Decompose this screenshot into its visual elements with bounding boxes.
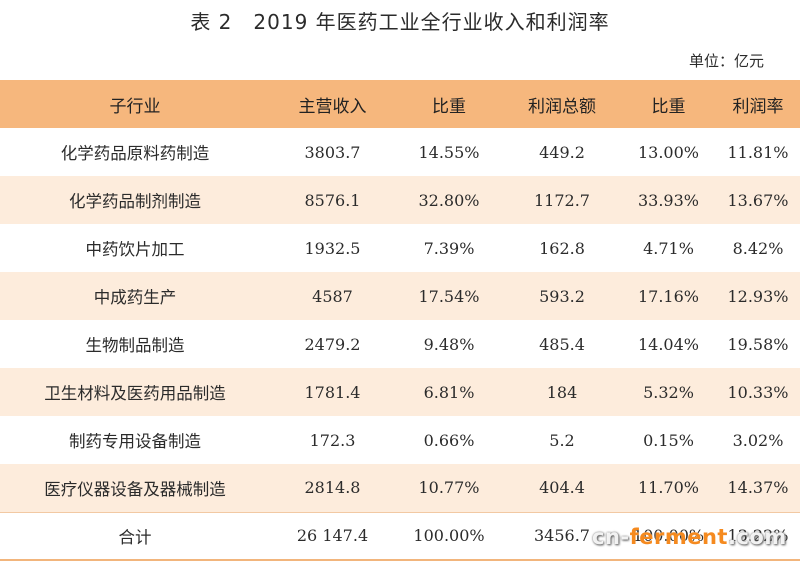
cell-profit-share: 4.71% xyxy=(643,238,694,258)
table-row: 中药饮片加工 1932.5 7.39% 162.8 4.71% 8.42% xyxy=(0,224,800,272)
cell-profit-margin: 19.58% xyxy=(727,334,789,354)
cell-total-revenue-share: 100.00% xyxy=(413,526,485,546)
cell-profit-margin: 14.37% xyxy=(727,478,789,498)
cell-main-revenue: 3803.7 xyxy=(304,142,361,162)
cell-total-label: 合计 xyxy=(118,527,152,547)
cell-sub-industry: 中成药生产 xyxy=(93,288,177,307)
cell-total-main-revenue: 26 147.4 xyxy=(296,526,369,546)
cell-main-revenue: 2814.8 xyxy=(304,478,361,498)
cell-total-profit: 485.4 xyxy=(539,334,585,354)
table-row: 化学药品原料药制造 3803.7 14.55% 449.2 13.00% 11.… xyxy=(0,128,800,176)
cell-profit-share: 0.15% xyxy=(643,430,694,450)
cell-revenue-share: 32.80% xyxy=(418,190,480,210)
cell-total-profit: 184 xyxy=(546,382,578,402)
header-main-revenue: 主营收入 xyxy=(298,96,367,117)
table-row: 生物制品制造 2479.2 9.48% 485.4 14.04% 19.58% xyxy=(0,320,800,368)
header-sub-industry: 子行业 xyxy=(109,96,161,117)
table-row: 中成药生产 4587 17.54% 593.2 17.16% 12.93% xyxy=(0,272,800,320)
cell-profit-margin: 3.02% xyxy=(732,430,784,450)
cell-profit-margin: 8.42% xyxy=(732,238,784,258)
cell-sub-industry: 制药专用设备制造 xyxy=(69,432,201,451)
cell-sub-industry: 卫生材料及医药用品制造 xyxy=(44,384,226,403)
cell-sub-industry: 化学药品原料药制造 xyxy=(60,144,210,163)
cell-main-revenue: 1932.5 xyxy=(304,238,361,258)
watermark-accent: ferment xyxy=(629,525,728,549)
table-row: 制药专用设备制造 172.3 0.66% 5.2 0.15% 3.02% xyxy=(0,416,800,464)
cell-main-revenue: 172.3 xyxy=(309,430,356,450)
cell-profit-share: 17.16% xyxy=(637,286,699,306)
header-revenue-share: 比重 xyxy=(432,96,466,117)
cell-revenue-share: 14.55% xyxy=(418,142,480,162)
table-header-row: 子行业 主营收入 比重 利润总额 比重 利润率 xyxy=(0,80,800,128)
cell-profit-share: 5.32% xyxy=(643,382,694,402)
cell-total-profit-margin: 13.22% xyxy=(727,526,789,546)
cell-total-profit-share: 100.00% xyxy=(632,526,705,546)
cell-total-profit: 5.2 xyxy=(549,430,575,450)
cell-profit-share: 13.00% xyxy=(637,142,699,162)
cell-total-profit: 3456.7 xyxy=(534,526,590,546)
cell-total-profit: 404.4 xyxy=(539,478,585,498)
watermark-suffix: .com xyxy=(727,525,787,549)
cell-profit-margin: 10.33% xyxy=(727,382,789,402)
watermark-prefix: cn- xyxy=(592,525,630,549)
cell-sub-industry: 化学药品制剂制造 xyxy=(69,192,201,211)
cell-profit-margin: 11.81% xyxy=(727,142,789,162)
cell-profit-share: 14.04% xyxy=(637,334,699,354)
table-row: 医疗仪器设备及器械制造 2814.8 10.77% 404.4 11.70% 1… xyxy=(0,464,800,512)
cell-total-profit: 162.8 xyxy=(539,238,585,258)
table-row: 化学药品制剂制造 8576.1 32.80% 1172.7 33.93% 13.… xyxy=(0,176,800,224)
cell-revenue-share: 17.54% xyxy=(418,286,480,306)
cell-main-revenue: 2479.2 xyxy=(304,334,361,354)
industry-revenue-table: 子行业 主营收入 比重 利润总额 比重 利润率 化学药品原料药制造 3803.7… xyxy=(0,80,800,561)
cell-revenue-share: 0.66% xyxy=(423,430,475,450)
cell-profit-share: 33.93% xyxy=(637,190,699,210)
cell-main-revenue: 4587 xyxy=(312,286,353,306)
cell-main-revenue: 8576.1 xyxy=(304,190,361,210)
header-profit-share: 比重 xyxy=(651,96,686,117)
table-total-row: 合计 26 147.4 100.00% 3456.7 100.00% 13.22… xyxy=(0,512,800,560)
cell-main-revenue: 1781.4 xyxy=(304,382,361,402)
cell-profit-margin: 12.93% xyxy=(727,286,789,306)
cell-revenue-share: 10.77% xyxy=(418,478,480,498)
cell-sub-industry: 生物制品制造 xyxy=(85,336,185,355)
cell-sub-industry: 中药饮片加工 xyxy=(85,240,185,259)
header-profit-margin: 利润率 xyxy=(732,96,784,117)
cell-total-profit: 449.2 xyxy=(539,142,585,162)
cell-profit-margin: 13.67% xyxy=(727,190,789,210)
cell-revenue-share: 9.48% xyxy=(423,334,475,354)
cell-revenue-share: 6.81% xyxy=(423,382,475,402)
unit-label: 单位：亿元 xyxy=(688,52,764,70)
header-total-profit: 利润总额 xyxy=(528,96,596,117)
cell-sub-industry: 医疗仪器设备及器械制造 xyxy=(44,479,226,499)
table-row: 卫生材料及医药用品制造 1781.4 6.81% 184 5.32% 10.33… xyxy=(0,368,800,416)
cell-profit-share: 11.70% xyxy=(637,478,699,498)
table-title: 表 2 2019 年医药工业全行业收入和利润率 xyxy=(190,10,610,34)
cell-revenue-share: 7.39% xyxy=(423,238,475,258)
cell-total-profit: 1172.7 xyxy=(534,190,590,210)
cell-total-profit: 593.2 xyxy=(539,286,585,306)
site-watermark: cn-ferment.com xyxy=(592,525,787,549)
